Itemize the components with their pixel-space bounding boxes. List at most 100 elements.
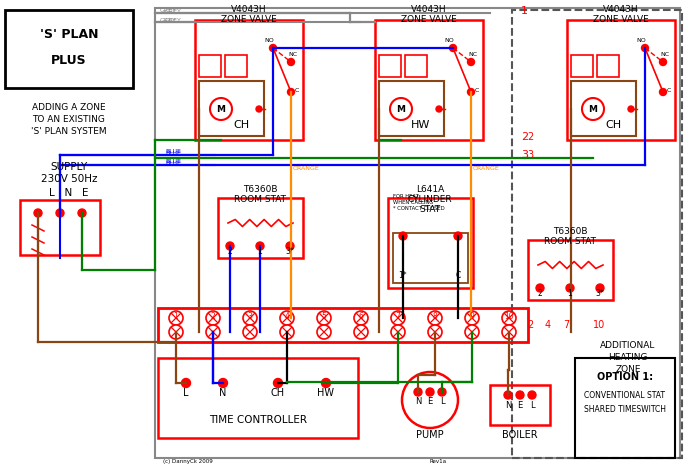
Text: L   N   E: L N E [49,188,89,198]
Text: 9: 9 [470,312,475,321]
Text: L641A: L641A [416,185,444,194]
Circle shape [528,391,536,399]
Text: TIME CONTROLLER: TIME CONTROLLER [209,415,307,425]
Text: 3*: 3* [286,247,295,256]
Bar [388,198,473,288]
Text: GREY: GREY [160,8,177,13]
Circle shape [660,58,667,66]
Circle shape [566,284,574,292]
Text: 'S' PLAN SYSTEM: 'S' PLAN SYSTEM [31,127,107,137]
Text: BLUE: BLUE [165,149,181,154]
Text: GREY: GREY [165,18,182,23]
Text: NO: NO [636,38,646,43]
Text: NO: NO [264,38,274,43]
Bar [155,8,680,458]
Text: 10: 10 [504,312,514,321]
Text: ROOM STAT: ROOM STAT [544,237,596,246]
Text: STAT: STAT [420,205,440,214]
Text: M: M [397,104,406,114]
Circle shape [210,98,232,120]
Text: ORANGE: ORANGE [473,166,500,171]
Circle shape [502,325,516,339]
Circle shape [426,388,434,396]
Text: 2: 2 [521,132,528,142]
Text: L: L [530,401,534,410]
Text: 230V 50Hz: 230V 50Hz [41,174,97,184]
Circle shape [465,325,479,339]
Circle shape [468,58,475,66]
Bar [375,20,483,140]
Text: GREY: GREY [165,9,182,14]
Bar [158,308,528,342]
Text: V4043H: V4043H [411,5,447,14]
Text: 1: 1 [257,247,262,256]
Text: M: M [589,104,598,114]
Text: BLUE: BLUE [165,159,181,164]
Text: 7: 7 [395,312,400,321]
Circle shape [391,325,405,339]
Text: C: C [455,271,461,280]
Circle shape [660,88,667,95]
Text: 6: 6 [359,312,364,321]
Text: 10: 10 [593,320,605,330]
Text: 8: 8 [433,312,437,321]
Text: ADDING A ZONE: ADDING A ZONE [32,103,106,112]
Circle shape [280,325,294,339]
Circle shape [34,209,42,217]
Text: T6360B: T6360B [243,185,277,194]
Bar [379,55,401,77]
Circle shape [502,311,516,325]
Text: 5: 5 [322,312,326,321]
Circle shape [317,325,331,339]
Circle shape [582,98,604,120]
Text: PLUS: PLUS [51,53,87,66]
Circle shape [390,98,412,120]
Bar [571,55,593,77]
Circle shape [286,242,294,250]
Text: V4043H: V4043H [603,5,639,14]
Circle shape [78,209,86,217]
Circle shape [354,311,368,325]
Text: Rev1a: Rev1a [430,459,447,464]
Circle shape [354,325,368,339]
Circle shape [288,88,295,95]
Text: HW: HW [411,120,431,130]
Text: CH: CH [605,120,621,130]
Bar [571,81,636,136]
Text: E: E [518,401,522,410]
Text: 2: 2 [228,247,233,256]
Circle shape [516,391,524,399]
Text: M: M [217,104,226,114]
Circle shape [428,311,442,325]
Text: 3: 3 [248,312,253,321]
Text: ORANGE: ORANGE [293,166,319,171]
Circle shape [504,391,512,399]
Circle shape [256,242,264,250]
Circle shape [243,311,257,325]
Text: 2: 2 [210,312,215,321]
Text: 1: 1 [174,312,179,321]
Text: PUMP: PUMP [416,430,444,440]
Circle shape [449,44,457,51]
Text: 3: 3 [521,150,528,160]
Text: 1: 1 [568,289,573,298]
Bar [567,20,675,140]
Bar [158,358,358,438]
Text: T6360B: T6360B [553,227,587,236]
Text: TO AN EXISTING: TO AN EXISTING [32,116,106,124]
Text: 7: 7 [563,320,569,330]
Text: NC: NC [469,52,477,57]
Circle shape [56,209,64,217]
Text: ZONE: ZONE [615,365,641,374]
Text: SUPPLY: SUPPLY [50,162,88,172]
Circle shape [402,372,458,428]
Circle shape [536,284,544,292]
Text: CH: CH [233,120,249,130]
Text: 2: 2 [527,320,533,330]
Circle shape [273,379,282,388]
Bar [195,20,303,140]
Circle shape [226,242,234,250]
Text: 3*: 3* [595,289,604,298]
Text: GREY: GREY [160,18,177,23]
Text: NC: NC [660,52,669,57]
